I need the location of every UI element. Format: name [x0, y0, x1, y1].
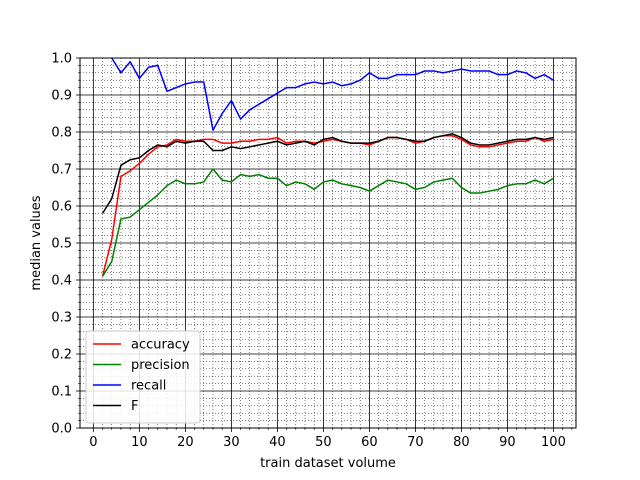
y-tick-label: 0.9 [51, 89, 72, 104]
legend-label-recall: recall [131, 379, 166, 394]
y-tick-label: 1.0 [51, 52, 72, 67]
x-axis-ticks: 0 10 20 30 40 50 60 70 80 90 100 [89, 428, 573, 450]
legend-label-f: F [131, 399, 138, 414]
y-tick-label: 0.3 [51, 311, 72, 326]
y-tick-label: 0.0 [51, 422, 72, 437]
x-tick-label: 10 [131, 435, 148, 450]
y-axis-ticks: 0.0 0.1 0.2 0.3 0.4 0.5 0.6 0.7 0.8 0.9 1.0 [51, 52, 80, 437]
x-axis-label: train dataset volume [260, 456, 396, 471]
legend: accuracy precision recall F [85, 330, 201, 424]
series-line-recall [110, 58, 554, 131]
y-tick-label: 0.2 [51, 348, 72, 363]
y-axis-label: median values [29, 195, 44, 290]
x-tick-label: 40 [269, 435, 286, 450]
legend-label-precision: precision [131, 358, 190, 373]
x-tick-label: 30 [223, 435, 240, 450]
y-tick-label: 0.1 [51, 385, 72, 400]
x-tick-label: 60 [361, 435, 378, 450]
series-line-precision [101, 168, 554, 277]
x-tick-label: 0 [89, 435, 97, 450]
legend-label-accuracy: accuracy [131, 338, 190, 353]
series-line-f [101, 133, 554, 214]
x-tick-label: 100 [541, 435, 566, 450]
y-tick-label: 0.4 [51, 274, 72, 289]
x-tick-label: 50 [315, 435, 332, 450]
y-tick-label: 0.5 [51, 237, 72, 252]
series-layer [101, 58, 554, 277]
x-tick-label: 90 [499, 435, 516, 450]
x-tick-label: 20 [177, 435, 194, 450]
legend-box [85, 330, 201, 424]
x-tick-label: 80 [453, 435, 470, 450]
y-tick-label: 0.7 [51, 163, 72, 178]
x-tick-label: 70 [407, 435, 424, 450]
y-tick-label: 0.6 [51, 200, 72, 215]
y-tick-label: 0.8 [51, 126, 72, 141]
series-line-accuracy [101, 134, 554, 277]
